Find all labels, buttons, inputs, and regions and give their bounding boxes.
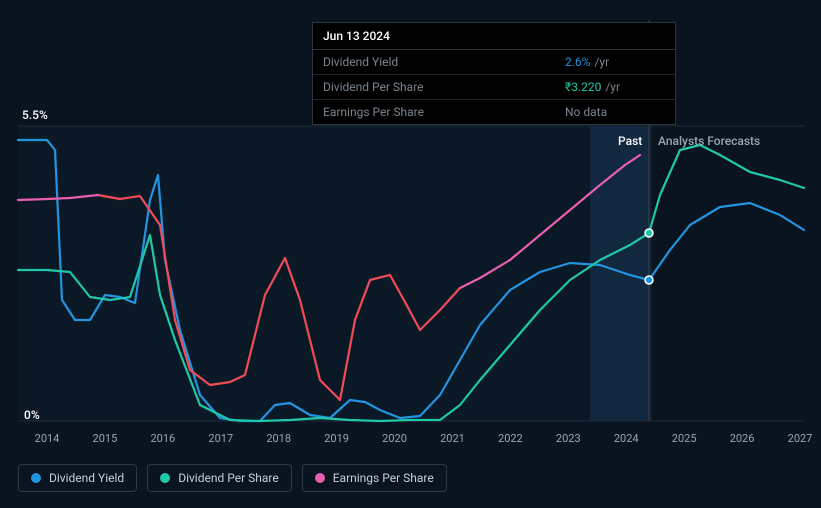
tooltip-label: Dividend Yield xyxy=(323,55,565,69)
chart-tooltip: Jun 13 2024 Dividend Yield 2.6%/yr Divid… xyxy=(312,22,676,125)
tooltip-row: Earnings Per Share No data xyxy=(313,100,675,124)
x-axis-label: 2025 xyxy=(672,432,697,445)
x-axis-label: 2022 xyxy=(498,432,523,445)
x-axis-label: 2014 xyxy=(35,432,60,445)
tooltip-row: Dividend Per Share ₹3.220/yr xyxy=(313,75,675,100)
x-axis-label: 2021 xyxy=(440,432,465,445)
legend-item-dividend-yield[interactable]: Dividend Yield xyxy=(18,464,137,492)
legend-label: Dividend Yield xyxy=(49,471,124,485)
x-axis-label: 2026 xyxy=(730,432,755,445)
legend-label: Dividend Per Share xyxy=(178,471,279,485)
x-axis-label: 2017 xyxy=(208,432,233,445)
x-axis-label: 2019 xyxy=(324,432,349,445)
legend-label: Earnings Per Share xyxy=(333,471,434,485)
tooltip-value: No data xyxy=(565,105,665,119)
x-axis-label: 2018 xyxy=(266,432,291,445)
legend-dot xyxy=(160,473,170,483)
tooltip-date: Jun 13 2024 xyxy=(313,23,675,50)
x-axis-label: 2020 xyxy=(382,432,407,445)
x-axis-label: 2027 xyxy=(788,432,813,445)
tooltip-value: ₹3.220/yr xyxy=(565,80,665,94)
x-axis-label: 2024 xyxy=(614,432,639,445)
tooltip-row: Dividend Yield 2.6%/yr xyxy=(313,50,675,75)
past-label: Past xyxy=(618,134,642,148)
tooltip-label: Earnings Per Share xyxy=(323,105,565,119)
legend: Dividend Yield Dividend Per Share Earnin… xyxy=(18,464,447,492)
tooltip-label: Dividend Per Share xyxy=(323,80,565,94)
x-axis-label: 2015 xyxy=(93,432,118,445)
legend-item-dividend-per-share[interactable]: Dividend Per Share xyxy=(147,464,292,492)
legend-item-earnings-per-share[interactable]: Earnings Per Share xyxy=(302,464,447,492)
x-axis-label: 2023 xyxy=(556,432,581,445)
forecast-label: Analysts Forecasts xyxy=(658,134,760,148)
legend-dot xyxy=(315,473,325,483)
x-axis-label: 2016 xyxy=(150,432,175,445)
y-axis-min: 0% xyxy=(24,408,40,422)
tooltip-value: 2.6%/yr xyxy=(565,55,665,69)
chart-container: Jun 13 2024 Dividend Yield 2.6%/yr Divid… xyxy=(0,0,821,508)
y-axis-max: 5.5% xyxy=(22,108,48,122)
legend-dot xyxy=(31,473,41,483)
